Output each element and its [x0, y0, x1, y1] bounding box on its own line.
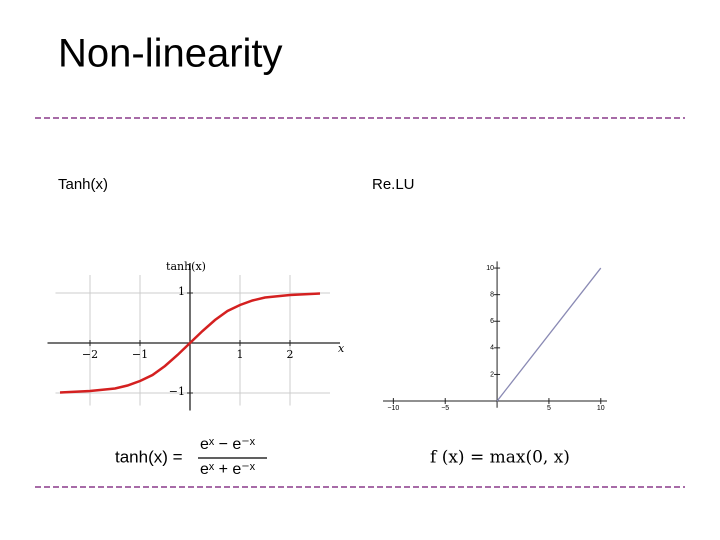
chart-title: Re.LU	[372, 176, 415, 193]
x-tick-label: −5	[441, 405, 449, 412]
slide-title: Non-linearity	[58, 32, 283, 76]
line-series	[496, 267, 602, 402]
y-tick-label: 6	[490, 318, 494, 325]
formula: eˣ + e⁻ˣ	[200, 461, 256, 478]
formula: eˣ − e⁻ˣ	[200, 436, 256, 453]
x-tick-label: −1	[132, 348, 148, 361]
y-tick-label: 2	[490, 371, 494, 378]
x-tick-label: −2	[82, 348, 98, 361]
y-tick-label: 8	[490, 291, 494, 298]
x-tick-label: −10	[387, 405, 399, 412]
y-axis-label: tanh(x)	[166, 260, 206, 273]
y-tick-label: −1	[169, 385, 185, 398]
x-tick-label: 5	[547, 405, 551, 412]
y-tick-label: 1	[178, 285, 185, 298]
y-tick-label: 10	[486, 265, 494, 272]
x-tick-label: 1	[237, 348, 244, 361]
chart-title: Tanh(x)	[58, 176, 108, 193]
y-tick-label: 4	[490, 345, 494, 352]
line-series	[59, 292, 321, 394]
x-tick-label: 2	[287, 348, 294, 361]
formula: tanh(x) =	[115, 447, 183, 466]
x-axis-label: x	[338, 342, 345, 355]
x-tick-label: 10	[597, 405, 605, 412]
formula: f (x) = max(0, x)	[430, 448, 570, 468]
